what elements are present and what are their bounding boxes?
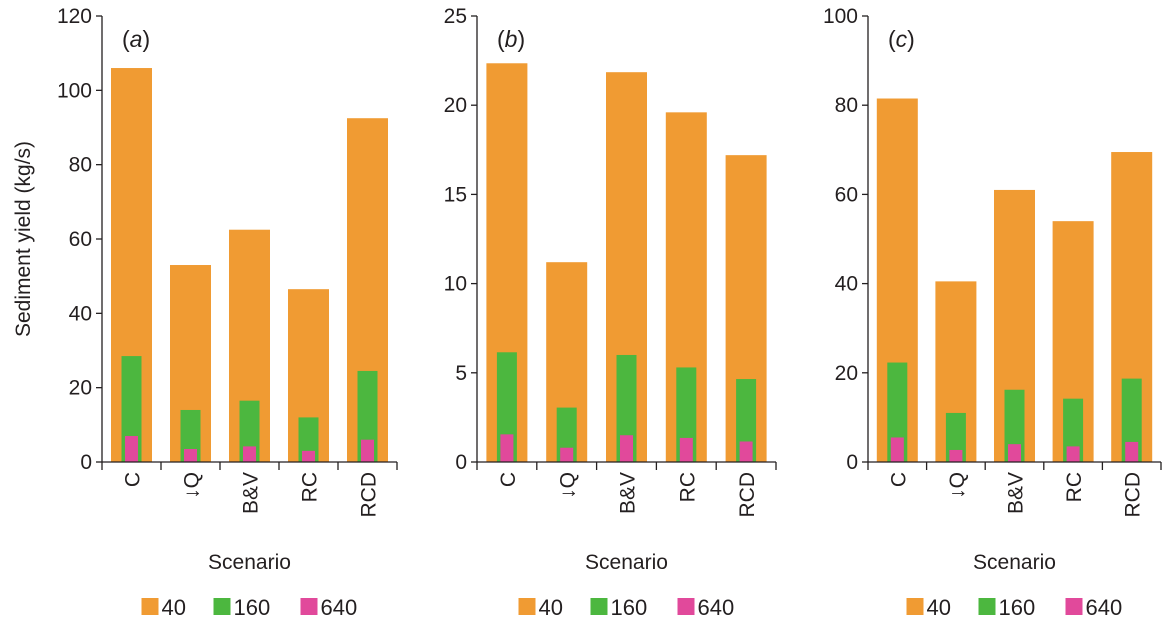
y-tick-label: 25 xyxy=(444,5,467,28)
x-axis-title: Scenario xyxy=(208,551,291,574)
bar-b-640-3 xyxy=(679,437,693,462)
y-tick-label: 100 xyxy=(823,5,858,28)
legend-swatch-40 xyxy=(518,598,536,615)
x-tick-label: RC xyxy=(1063,472,1086,502)
legend-swatch-640 xyxy=(1065,598,1083,615)
y-tick-label: 40 xyxy=(69,302,92,325)
x-axis-title: Scenario xyxy=(585,551,668,574)
legend-swatch-160 xyxy=(978,598,996,615)
bar-c-640-1 xyxy=(949,449,963,462)
x-tick-label: ↓Q xyxy=(946,472,969,499)
legend-label-640: 640 xyxy=(1086,595,1123,620)
x-tick-label: RC xyxy=(676,472,699,502)
x-tick-label: C xyxy=(122,472,145,487)
x-tick-label: B&V xyxy=(617,472,640,514)
y-tick-label: 5 xyxy=(455,362,467,385)
legend-label-640: 640 xyxy=(698,595,735,620)
bar-b-640-0 xyxy=(500,434,514,462)
legend: 40 160 640 xyxy=(906,595,1123,620)
panel-letter: a xyxy=(130,26,143,52)
panel-letter: b xyxy=(505,26,518,52)
x-tick-label: RCD xyxy=(736,472,759,518)
legend-label-40: 40 xyxy=(927,595,951,620)
bar-a-160-4 xyxy=(357,370,378,462)
bar-a-640-0 xyxy=(125,435,138,462)
bar-a-640-4 xyxy=(361,439,374,462)
legend: 40 160 640 xyxy=(141,595,358,620)
bar-a-640-2 xyxy=(243,446,256,462)
legend-label-40: 40 xyxy=(162,595,186,620)
bar-a-640-1 xyxy=(184,448,197,462)
legend-swatch-640 xyxy=(300,598,318,615)
bar-b-640-1 xyxy=(560,447,574,462)
bar-b-640-4 xyxy=(739,441,753,462)
bar-a-640-3 xyxy=(302,450,315,462)
y-tick-label: 80 xyxy=(835,94,858,117)
x-tick-label: B&V xyxy=(240,472,263,514)
legend-label-160: 160 xyxy=(999,595,1036,620)
bar-c-160-3 xyxy=(1063,398,1084,462)
legend-swatch-40 xyxy=(141,598,159,615)
x-tick-label: ↓Q xyxy=(557,472,580,499)
bar-c-640-0 xyxy=(890,437,904,462)
bar-c-160-2 xyxy=(1004,389,1025,462)
bar-a-160-0 xyxy=(121,356,142,462)
panel-letter: c xyxy=(896,26,908,52)
bar-b-640-2 xyxy=(620,435,633,462)
x-tick-label: C xyxy=(887,472,910,487)
panel-label: (a) xyxy=(122,26,150,52)
y-tick-label: 20 xyxy=(835,362,858,385)
chart-panel-b: 0 5 10 15 20 25 C ↓Q B&V RC RCD (b) Scenario 40 160 640 xyxy=(444,5,777,620)
y-tick-label: 80 xyxy=(69,154,92,177)
bar-c-160-4 xyxy=(1121,378,1142,462)
y-tick-label: 0 xyxy=(80,451,92,474)
y-tick-label: 0 xyxy=(455,451,467,474)
x-tick-label: ↓Q xyxy=(181,472,204,499)
legend-swatch-640 xyxy=(677,598,695,615)
legend-swatch-160 xyxy=(213,598,231,615)
legend-label-160: 160 xyxy=(611,595,648,620)
y-axis-title: Sediment yield (kg/s) xyxy=(12,141,35,337)
y-tick-label: 15 xyxy=(444,183,467,206)
y-tick-label: 60 xyxy=(69,228,92,251)
panel-label: (c) xyxy=(888,26,915,52)
y-tick-label: 10 xyxy=(444,273,467,296)
legend-swatch-160 xyxy=(590,598,608,615)
y-tick-label: 100 xyxy=(57,79,92,102)
x-axis-title: Scenario xyxy=(973,551,1056,574)
x-tick-label: RC xyxy=(299,472,322,502)
bar-b-160-4 xyxy=(736,379,757,462)
bar-c-640-3 xyxy=(1066,446,1080,462)
y-tick-label: 60 xyxy=(835,183,858,206)
legend-label-160: 160 xyxy=(234,595,271,620)
x-tick-label: RCD xyxy=(358,472,381,518)
x-tick-label: B&V xyxy=(1005,472,1028,514)
legend-label-40: 40 xyxy=(539,595,563,620)
legend-swatch-40 xyxy=(906,598,924,615)
chart-panel-c: 0 20 40 60 80 100 C ↓Q B&V RC RCD (c) Scenario 40 160 6… xyxy=(823,5,1162,620)
y-tick-label: 0 xyxy=(846,451,858,474)
y-tick-label: 20 xyxy=(444,94,467,117)
y-tick-label: 120 xyxy=(57,5,92,28)
x-tick-label: RCD xyxy=(1122,472,1145,518)
y-tick-label: 40 xyxy=(835,273,858,296)
y-tick-label: 20 xyxy=(69,377,92,400)
legend: 40 160 640 xyxy=(518,595,735,620)
bar-c-640-2 xyxy=(1008,444,1021,462)
bar-c-640-4 xyxy=(1125,441,1139,462)
x-tick-label: C xyxy=(497,472,520,487)
chart-panel-a: 0 20 40 60 80 100 120 C ↓Q B&V RC RCD (a) Scenario Sed… xyxy=(12,5,398,620)
bar-c-160-1 xyxy=(945,412,966,462)
panel-label: (b) xyxy=(497,26,525,52)
legend-label-640: 640 xyxy=(321,595,358,620)
bar-c-160-0 xyxy=(887,362,908,462)
